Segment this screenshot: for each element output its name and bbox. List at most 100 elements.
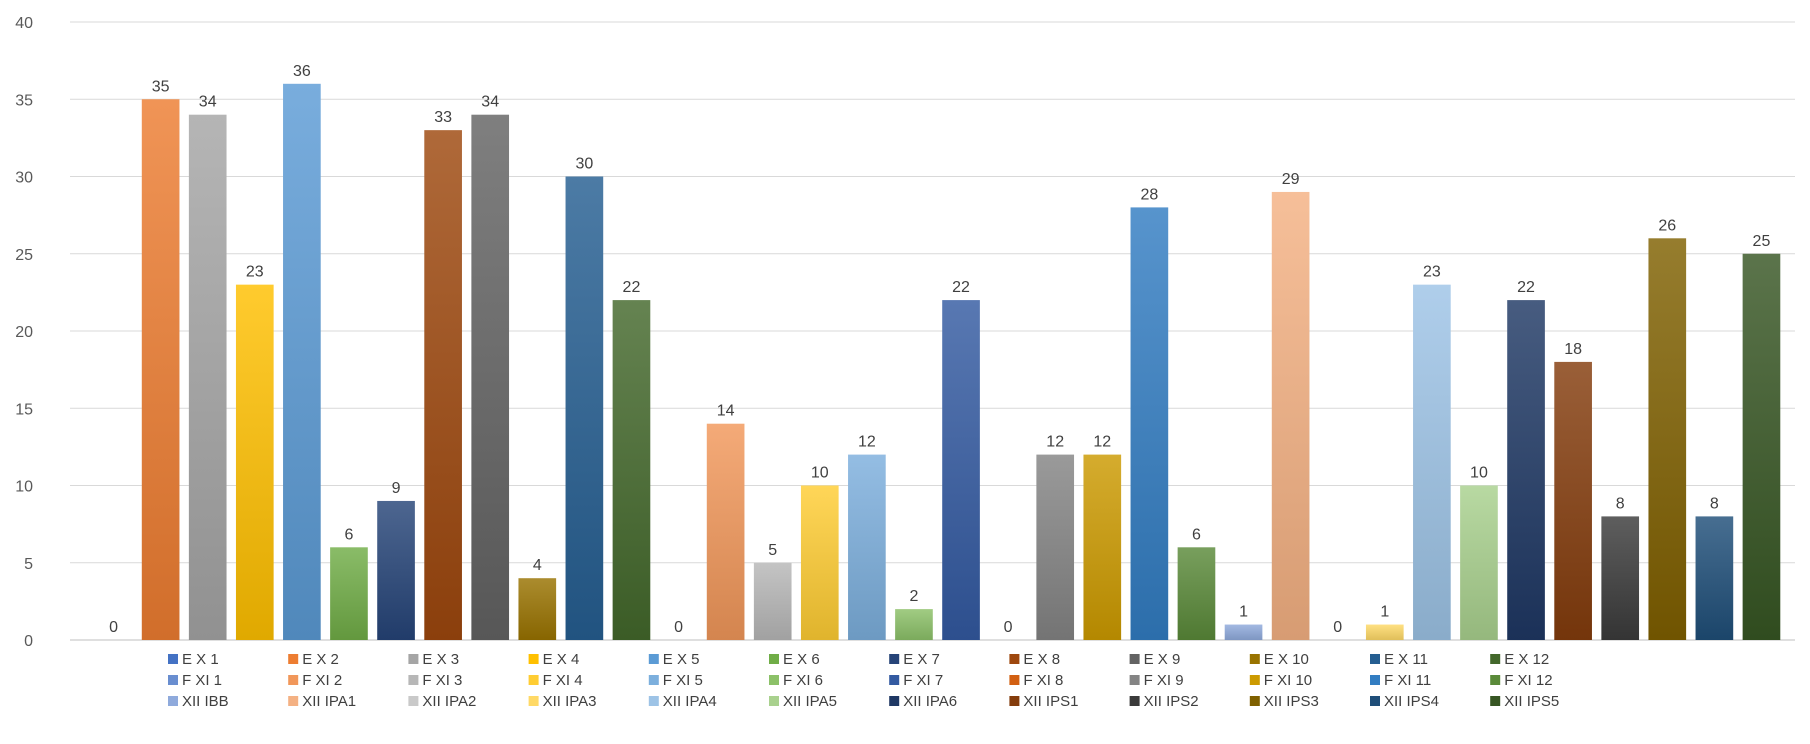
data-label: 34	[199, 94, 217, 111]
legend-label: E X 2	[302, 651, 339, 668]
legend-label: E X 3	[422, 651, 459, 668]
legend-label: XII IPA1	[302, 693, 356, 710]
legend-item: XII IPS5	[1490, 693, 1559, 710]
bar-f-xi-12	[1177, 547, 1216, 640]
bar-xii-ipa1	[1271, 191, 1310, 640]
legend-label: F XI 6	[783, 672, 823, 689]
legend-swatch	[1490, 654, 1501, 664]
legend: E X 1 E X 2 E X 3 E X 4 E X 5 E X 6 E X 7 E X 8…	[168, 651, 1559, 710]
legend-label: F XI 12	[1504, 672, 1552, 689]
y-tick-label: 30	[15, 170, 33, 187]
legend-label: F XI 4	[543, 672, 583, 689]
legend-item: XII IPS3	[1249, 693, 1319, 710]
legend-swatch	[288, 675, 299, 685]
legend-swatch	[288, 696, 299, 706]
legend-label: E X 5	[663, 651, 700, 668]
legend-label: F XI 8	[1023, 672, 1063, 689]
legend-item: XII IPA1	[288, 693, 356, 710]
legend-item: E X 4	[528, 651, 579, 668]
data-label: 6	[345, 526, 354, 543]
legend-label: F XI 1	[182, 672, 222, 689]
y-tick-label: 10	[15, 479, 33, 496]
legend-item: F XI 2	[288, 672, 342, 689]
legend-swatch	[408, 675, 419, 685]
bar-e-x-10	[518, 578, 557, 640]
data-label: 6	[1192, 526, 1201, 543]
legend-item: XII IBB	[168, 693, 229, 710]
legend-label: XII IPA3	[543, 693, 597, 710]
legend-label: F XI 7	[903, 672, 943, 689]
data-label: 22	[952, 279, 970, 296]
data-label: 22	[623, 279, 641, 296]
data-label: 4	[533, 557, 542, 574]
bar-f-xi-9	[1036, 454, 1075, 640]
legend-item: F XI 12	[1490, 672, 1553, 689]
bar-xii-ips3	[1648, 238, 1687, 641]
data-label: 28	[1140, 186, 1158, 203]
bar-xii-ipa5	[1460, 485, 1498, 640]
y-tick-label: 5	[24, 556, 33, 573]
legend-label: E X 10	[1264, 651, 1309, 668]
legend-swatch	[168, 654, 178, 664]
legend-label: E X 12	[1504, 651, 1549, 668]
legend-swatch	[1490, 675, 1501, 685]
legend-label: XII IPA5	[783, 693, 837, 710]
data-label: 9	[392, 480, 401, 497]
legend-swatch	[168, 696, 178, 706]
legend-label: XII IPS5	[1504, 693, 1559, 710]
bar-e-x-9	[471, 114, 510, 640]
data-label: 22	[1517, 279, 1535, 296]
data-label: 33	[434, 109, 452, 126]
bar-xii-ibb	[1224, 624, 1263, 640]
legend-item: F XI 9	[1129, 672, 1184, 689]
bar-xii-ips4	[1695, 516, 1734, 640]
legend-label: F XI 9	[1144, 672, 1184, 689]
data-label: 0	[1004, 619, 1013, 636]
legend-swatch	[1249, 696, 1260, 706]
data-label: 1	[1239, 604, 1248, 621]
legend-item: XII IPA6	[889, 693, 957, 710]
legend-item: F XI 8	[1009, 672, 1063, 689]
legend-swatch	[648, 654, 659, 664]
bar-f-xi-4	[800, 485, 839, 640]
legend-swatch	[408, 696, 419, 706]
bar-xii-ips2	[1601, 516, 1640, 640]
legend-label: E X 6	[783, 651, 820, 668]
legend-item: E X 12	[1490, 651, 1549, 668]
legend-swatch	[648, 675, 659, 685]
data-label: 14	[717, 403, 735, 420]
data-label: 0	[109, 619, 118, 636]
legend-swatch	[528, 696, 539, 706]
data-label: 18	[1564, 341, 1582, 358]
legend-swatch	[1490, 696, 1501, 706]
bar-f-xi-7	[942, 300, 980, 640]
legend-item: XII IPA5	[769, 693, 837, 710]
legend-item: F XI 3	[408, 672, 462, 689]
legend-swatch	[1009, 675, 1020, 685]
legend-label: F XI 5	[663, 672, 703, 689]
data-label: 23	[1423, 264, 1441, 281]
legend-label: XII IPA2	[422, 693, 476, 710]
y-axis-tick-labels: 0 5 10 15 20 25 30 35 40	[15, 15, 33, 650]
bar-xii-ipa6	[1507, 300, 1545, 640]
legend-item: E X 9	[1129, 651, 1180, 668]
legend-swatch	[1009, 696, 1020, 706]
data-label: 35	[152, 78, 170, 95]
bar-e-x-5	[283, 83, 321, 641]
bars	[141, 83, 1781, 641]
bar-f-xi-3	[753, 562, 792, 640]
bar-e-x-11	[565, 176, 604, 640]
bar-e-x-8	[424, 130, 462, 640]
bar-e-x-7	[377, 500, 415, 640]
y-tick-label: 20	[15, 324, 33, 341]
legend-label: E X 8	[1023, 651, 1060, 668]
legend-item: XII IPA4	[648, 693, 717, 710]
y-tick-label: 0	[24, 633, 33, 650]
legend-swatch	[528, 675, 539, 685]
legend-item: F XI 5	[648, 672, 703, 689]
data-label: 34	[481, 94, 499, 111]
data-label: 30	[575, 156, 593, 173]
legend-item: XII IPA3	[528, 693, 597, 710]
